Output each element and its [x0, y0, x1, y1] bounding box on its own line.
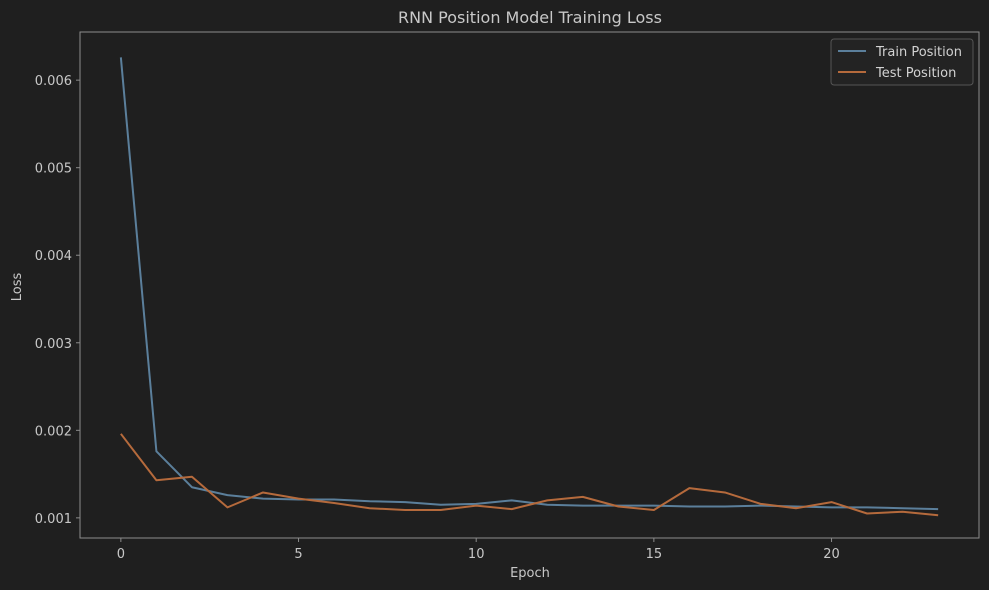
y-tick-label: 0.005	[35, 162, 72, 177]
legend: Train Position Test Position	[830, 38, 974, 86]
legend-label-train-position: Train Position	[875, 45, 962, 60]
y-axis-label: Loss	[10, 273, 25, 302]
plot-frame	[79, 31, 980, 539]
y-tick-label: 0.006	[35, 74, 72, 89]
x-axis-label: Epoch	[510, 566, 550, 581]
x-tick-label: 10	[468, 547, 485, 562]
y-axis-ticks: 0.001 0.002 0.003 0.004 0.005 0.006	[35, 74, 80, 527]
x-axis-ticks: 0 5 10 15 20	[117, 538, 840, 562]
y-tick-label: 0.004	[35, 249, 72, 264]
y-tick-label: 0.001	[35, 512, 72, 527]
chart-title: RNN Position Model Training Loss	[398, 8, 662, 27]
plot-area: 0 5 10 15 20 0.001 0.002 0.003 0.004 0.005 0.006	[35, 31, 980, 562]
x-tick-label: 0	[117, 547, 125, 562]
y-tick-label: 0.002	[35, 424, 72, 439]
x-tick-label: 15	[646, 547, 663, 562]
x-tick-label: 5	[294, 547, 302, 562]
series-line-test-position	[120, 433, 939, 517]
y-tick-label: 0.003	[35, 337, 72, 352]
legend-box	[830, 38, 974, 86]
x-tick-label: 20	[823, 547, 840, 562]
legend-label-test-position: Test Position	[875, 66, 956, 81]
series-lines	[119, 57, 939, 517]
